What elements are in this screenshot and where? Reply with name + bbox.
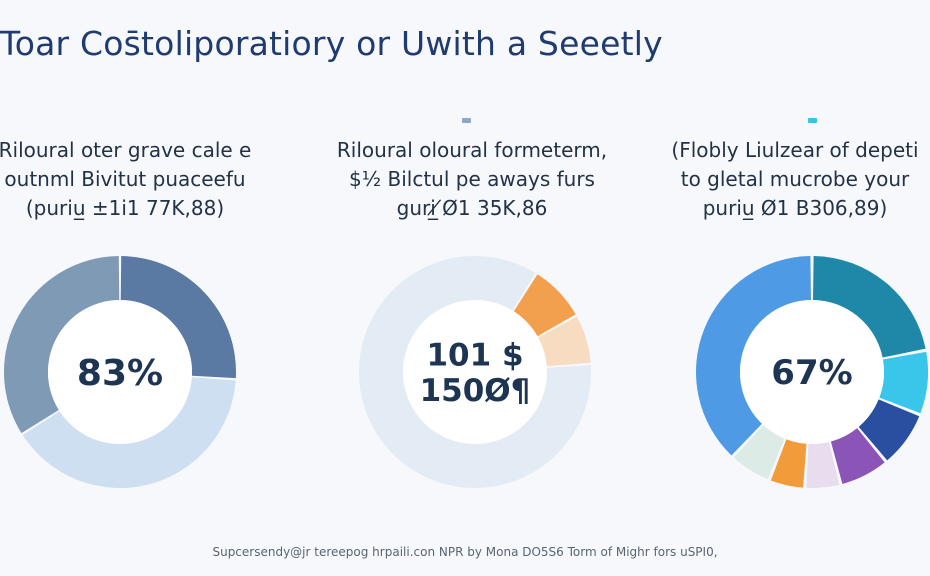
legend-marker-3 xyxy=(808,118,817,123)
caption-line: puriu̲ Ø1 B306,89) xyxy=(702,196,888,220)
donut-slice xyxy=(858,399,920,461)
caption-line: guri̲ ̸Ø1 35K,86 xyxy=(396,196,548,220)
donut-slice xyxy=(879,351,928,414)
page-title: Toar Cos̄toliporatiory or Uwith a Seeetl… xyxy=(0,24,663,63)
donut-slice xyxy=(806,441,840,488)
donut-chart-1: 83% xyxy=(3,256,236,488)
donut-slice xyxy=(830,428,885,484)
donut-center-label: 101 $ xyxy=(426,337,523,373)
donut-chart-2: 101 $150Ø¶ xyxy=(359,256,591,488)
caption-line: Riloural oter grave cale e xyxy=(0,138,252,162)
donut-slice xyxy=(22,377,236,488)
donut-slice xyxy=(513,274,576,337)
donut-hole xyxy=(48,300,192,444)
donut-center-label: 83% xyxy=(77,353,163,394)
caption-line: (puriu̲ ±1i1 77K,88) xyxy=(25,196,225,220)
donut-slice xyxy=(120,256,236,379)
panel-1-caption: Riloural oter grave cale e outnml Bivitu… xyxy=(0,136,253,223)
donut-hole xyxy=(403,300,547,444)
donut-slice xyxy=(359,256,591,488)
caption-line: $½ Bilctul pe aways furs xyxy=(349,167,595,191)
donut-slice xyxy=(696,256,811,456)
caption-line: outnml Bivitut puaceefu xyxy=(4,167,246,191)
donut-slice xyxy=(3,256,120,434)
donut-slice xyxy=(813,256,926,358)
legend-marker-2 xyxy=(462,118,471,123)
panel-3-caption: (Flobly Liulzear of depeti to gletal muc… xyxy=(660,136,930,223)
panel-2-caption: Riloural oloural formeterm, $½ Bilctul p… xyxy=(322,136,622,223)
donut-slice xyxy=(770,439,807,488)
donut-center-label: 150Ø¶ xyxy=(420,373,531,409)
footnote: Supcersendy@jr tereepog hrpaili.con NPR … xyxy=(212,545,718,559)
donut-chart-3: 67% xyxy=(696,256,928,488)
donut-slice xyxy=(733,425,785,480)
caption-line: (Flobly Liulzear of depeti xyxy=(671,138,919,162)
donut-hole xyxy=(740,300,884,444)
donut-center-label: 67% xyxy=(771,353,852,393)
caption-line: Riloural oloural formeterm, xyxy=(336,138,608,162)
donut-slice xyxy=(538,316,591,367)
caption-line: to gletal mucrobe your xyxy=(680,167,910,191)
